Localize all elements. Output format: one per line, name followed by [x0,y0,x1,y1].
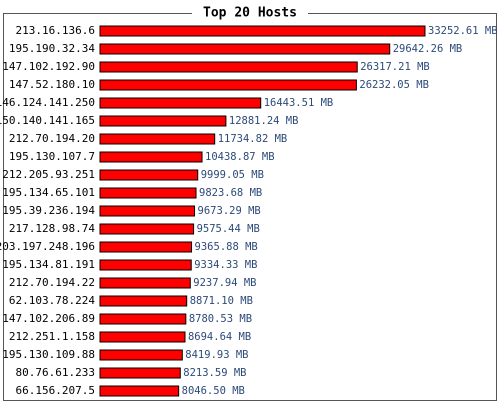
value-label: 9334.33 MB [194,259,257,271]
value-label: 8694.64 MB [188,331,251,343]
value-label: 9365.88 MB [195,241,258,253]
bar [99,61,358,73]
value-label: 8871.10 MB [190,295,253,307]
category-label: 66.156.207.5 [16,384,95,397]
value-label: 8780.53 MB [189,313,252,325]
bar [99,223,195,235]
value-label: 11734.82 MB [218,133,288,145]
category-label: 150.140.141.165 [0,114,95,127]
category-label: 212.70.194.22 [9,276,95,289]
bar [99,169,199,181]
category-label: 195.130.109.88 [2,348,95,361]
value-label: 9823.68 MB [199,187,262,199]
category-label: 80.76.61.233 [16,366,95,379]
category-label: 217.128.98.74 [9,222,95,235]
bar [99,205,196,217]
category-label: 147.52.180.10 [9,78,95,91]
category-label: 195.134.65.101 [2,186,95,199]
category-label: 147.102.192.90 [2,60,95,73]
bar [99,259,192,271]
value-label: 33252.61 MB [428,25,498,37]
value-label: 26317.21 MB [360,61,430,73]
value-label: 8046.50 MB [182,385,245,397]
category-label: 146.124.141.250 [0,96,95,109]
value-label: 9237.94 MB [193,277,256,289]
category-label: 212.251.1.158 [9,330,95,343]
bar [99,349,183,361]
category-label: 212.70.194.20 [9,132,95,145]
category-label: 203.197.248.196 [0,240,95,253]
category-label: 212.205.93.251 [2,168,95,181]
value-label: 26232.05 MB [359,79,429,91]
category-label: 195.190.32.34 [9,42,95,55]
bar [99,295,188,307]
category-label: 195.134.81.191 [2,258,95,271]
value-label: 9673.29 MB [198,205,261,217]
bar [99,331,186,343]
bar [99,43,391,55]
value-label: 9999.05 MB [201,169,264,181]
bar [99,151,203,163]
category-label: 147.102.206.89 [2,312,95,325]
bar [99,79,357,91]
value-label: 9575.44 MB [197,223,260,235]
value-label: 29642.26 MB [393,43,463,55]
bar [99,385,180,397]
category-label: 195.39.236.194 [2,204,95,217]
value-label: 16443.51 MB [264,97,334,109]
title-backdrop [192,5,308,21]
bar [99,277,191,289]
value-label: 12881.24 MB [229,115,299,127]
bar [99,25,426,37]
bar [99,115,227,127]
bar [99,97,262,109]
value-label: 8213.59 MB [183,367,246,379]
bar [99,187,197,199]
category-label: 195.130.107.7 [9,150,95,163]
category-label: 213.16.136.6 [16,24,95,37]
bar [99,367,181,379]
category-label: 62.103.78.224 [9,294,95,307]
bar [99,241,193,253]
value-label: 10438.87 MB [205,151,275,163]
bar [99,313,187,325]
chart-title: Top 20 Hosts [203,6,297,21]
value-label: 8419.93 MB [185,349,248,361]
bar [99,133,216,145]
